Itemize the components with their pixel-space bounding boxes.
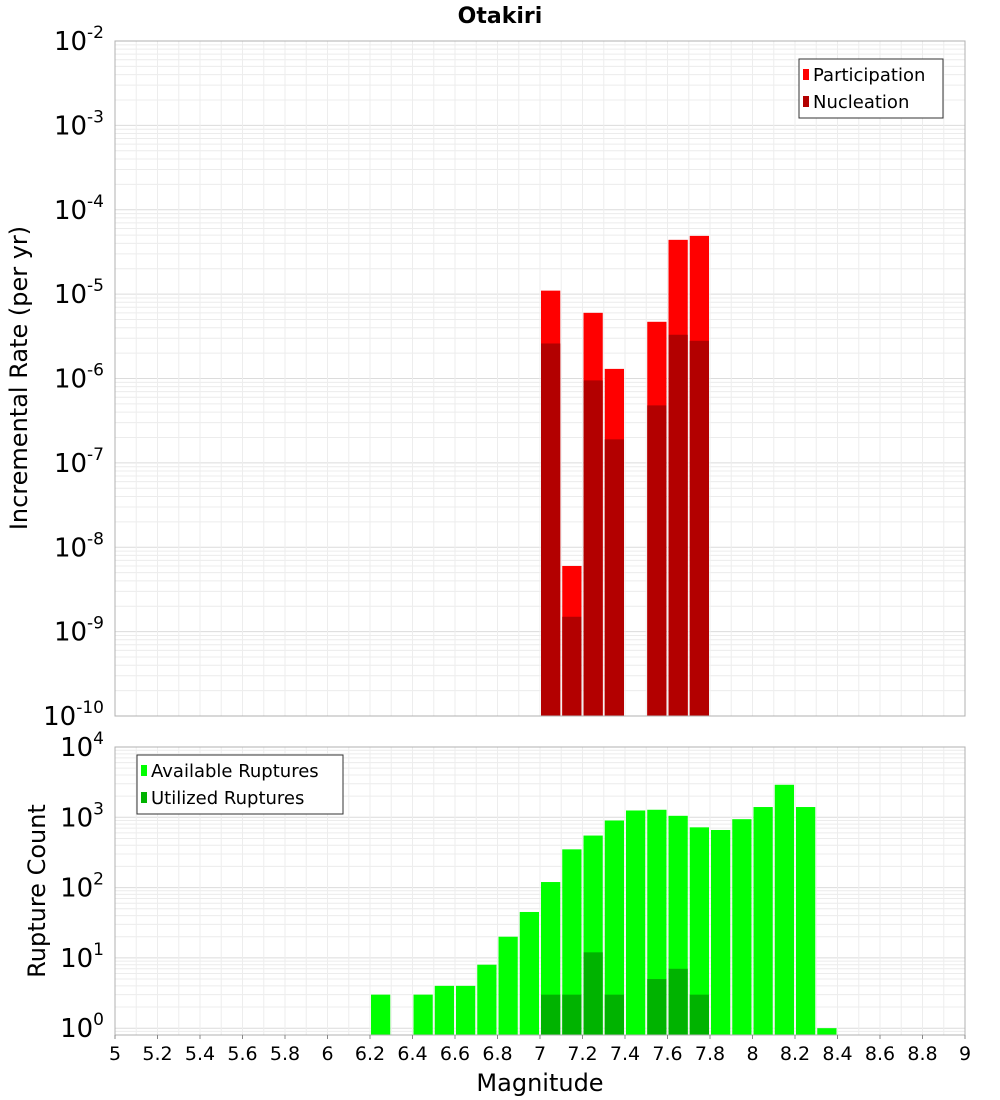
available-bar <box>519 911 539 1035</box>
x-tick-label: 8 <box>746 1043 758 1065</box>
utilized-bar <box>668 968 688 1035</box>
x-tick-label: 5.2 <box>142 1043 172 1065</box>
y-axis-label: Rupture Count <box>23 804 51 978</box>
x-tick-label: 6.4 <box>397 1043 427 1065</box>
nucleation-bar <box>562 616 582 716</box>
y-tick-label: 102 <box>60 870 104 904</box>
x-tick-label: 8.6 <box>865 1043 895 1065</box>
legend-box <box>136 754 344 815</box>
x-tick-label: 5 <box>109 1043 121 1065</box>
available-bar <box>371 994 391 1035</box>
available-bar <box>477 964 497 1035</box>
y-tick-label: 10-4 <box>54 192 104 226</box>
utilized-bar <box>647 979 667 1035</box>
available-bar <box>753 807 773 1035</box>
nucleation-bar <box>689 340 709 716</box>
y-tick-label: 10-8 <box>54 529 104 563</box>
available-bar <box>456 985 476 1035</box>
x-tick-label: 6.6 <box>440 1043 470 1065</box>
x-tick-label: 7.8 <box>695 1043 725 1065</box>
legend-swatch <box>141 765 147 776</box>
available-bar <box>689 827 709 1035</box>
nucleation-bar <box>541 343 561 716</box>
y-tick-label: 10-6 <box>54 361 104 395</box>
legend-swatch <box>141 792 147 803</box>
top-panel: 10-10 10-9 10-8 10-7 10-6 10-5 10-4 10-3 10-2 Inc… <box>5 23 966 732</box>
y-tick-label: 10-10 <box>43 698 104 732</box>
x-axis-label: Magnitude <box>476 1069 603 1097</box>
available-bar <box>647 809 667 1035</box>
x-tick-label: 8.4 <box>822 1043 852 1065</box>
plot-frame <box>114 40 966 717</box>
legend-swatch <box>803 69 809 80</box>
available-bar <box>498 936 518 1035</box>
x-tick-label: 5.8 <box>270 1043 300 1065</box>
x-tick-label: 8.8 <box>907 1043 937 1065</box>
y-tick-label: 10-9 <box>54 614 104 648</box>
utilized-bar <box>604 994 624 1035</box>
x-tick-label: 5.4 <box>185 1043 215 1065</box>
y-tick-label: 101 <box>60 940 104 974</box>
available-bar <box>562 849 582 1035</box>
utilized-bar <box>689 994 709 1035</box>
x-tick-label: 7.6 <box>652 1043 682 1065</box>
nucleation-bar <box>604 439 624 716</box>
nucleation-bar <box>583 380 603 716</box>
available-bar <box>413 994 433 1035</box>
available-bar <box>604 820 624 1035</box>
x-tick-label: 6.2 <box>355 1043 385 1065</box>
nucleation-bar <box>668 334 688 716</box>
available-bar <box>774 784 794 1035</box>
legend-swatch <box>803 96 809 107</box>
chart-title: Otakiri <box>458 4 543 29</box>
legend-label: Available Ruptures <box>151 761 319 782</box>
y-tick-label: 10-5 <box>54 276 104 310</box>
legend-label: Participation <box>813 65 925 86</box>
y-tick-label: 10-7 <box>54 445 104 479</box>
available-bar <box>711 829 731 1035</box>
x-tick-label: 6 <box>321 1043 333 1065</box>
x-tick-label: 5.6 <box>227 1043 257 1065</box>
y-axis-label: Incremental Rate (per yr) <box>5 226 33 530</box>
x-tick-label: 7.2 <box>567 1043 597 1065</box>
y-tick-label: 104 <box>60 729 104 763</box>
x-tick-label: 9 <box>959 1043 971 1065</box>
available-bar <box>732 819 752 1035</box>
legend-label: Utilized Ruptures <box>151 788 304 809</box>
y-tick-label: 103 <box>60 799 104 833</box>
legend-box <box>798 58 944 119</box>
bottom-panel: 100 101 102 103 104 Rupture Count Available Ru… <box>23 729 971 1097</box>
x-tick-label: 8.2 <box>780 1043 810 1065</box>
x-tick-label: 7 <box>534 1043 546 1065</box>
available-bar <box>434 985 454 1035</box>
y-tick-label: 100 <box>60 1010 104 1044</box>
utilized-bar <box>562 994 582 1035</box>
available-bar <box>817 1028 837 1035</box>
x-tick-label: 7.4 <box>610 1043 640 1065</box>
y-tick-label: 10-2 <box>54 23 104 57</box>
utilized-bar <box>541 994 561 1035</box>
available-bar <box>796 807 816 1035</box>
y-tick-label: 10-3 <box>54 107 104 141</box>
nucleation-bar <box>647 405 667 716</box>
available-bar <box>626 810 646 1035</box>
utilized-bar <box>583 952 603 1035</box>
x-tick-label: 6.8 <box>482 1043 512 1065</box>
legend-label: Nucleation <box>813 92 909 113</box>
